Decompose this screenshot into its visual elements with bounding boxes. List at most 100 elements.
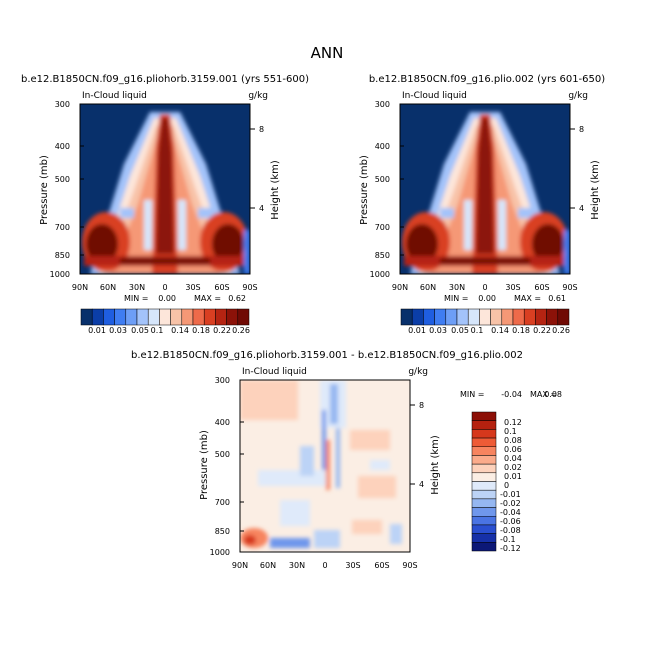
colorbar-swatch [400,308,413,326]
panel-right-y2-ticks: 8 4 [570,125,584,213]
x-tick-label: 60N [260,561,276,570]
colorbar-label: -0.08 [500,526,521,535]
colorbar-swatch [423,308,435,326]
y-tick-label: 300 [55,100,70,109]
panel-diff-variable: In-Cloud liquid [242,367,307,377]
field-shape [498,200,506,250]
colorbar-swatch [471,516,497,526]
colorbar-labels: 0.01 0.03 0.05 0.1 0.14 0.18 0.22 0.26 [88,326,250,335]
panel-left-x-ticks: 90N 60N 30N 0 30S 60S 90S [72,283,258,292]
field-shape [280,500,310,526]
y2-tick-label: 4 [419,480,424,489]
colorbar-label: 0.06 [504,445,522,454]
y-tick-label: 1000 [370,270,390,279]
colorbar-label: 0 [504,481,509,490]
panel-diff-colorbar: 0.12 0.1 0.08 0.06 0.04 0.02 0.01 0 -0.0… [471,411,522,553]
y-tick-label: 500 [55,175,70,184]
colorbar-swatch [471,420,497,430]
panel-left-y2label: Height (km) [270,160,281,220]
colorbar-swatch [471,542,497,552]
field-shape [212,224,244,264]
colorbar-label: 0.22 [213,326,231,335]
colorbar-label: 0.18 [192,326,210,335]
colorbar-swatch [226,308,239,326]
field-shape [330,384,338,424]
colorbar-label: 0.08 [504,436,522,445]
field-shape [518,208,532,218]
max-value: 0.08 [544,390,562,399]
field-shape [564,230,570,274]
field-shape [86,224,118,264]
colorbar-label: 0.05 [451,326,469,335]
y-tick-label: 850 [55,251,70,260]
panel-diff-ylabel: Pressure (mb) [199,430,210,500]
colorbar-swatch [147,308,160,326]
colorbar-swatch [490,308,503,326]
field-shape [120,258,210,264]
colorbar-label: 0.22 [533,326,551,335]
colorbar-swatch [471,489,497,500]
colorbar-swatch [471,437,497,447]
colorbar-swatch [181,308,194,326]
panel-right: b.e12.B1850CN.f09_g16.plio.002 (yrs 601-… [359,74,605,335]
colorbar-swatch [523,308,536,326]
x-tick-label: 60S [214,283,229,292]
colorbar-swatch [471,472,497,482]
y2-tick-label: 8 [419,401,424,410]
field-shape [476,118,494,254]
field-shape [178,200,186,250]
colorbar-swatch [557,308,570,326]
y-tick-label: 500 [375,175,390,184]
field-shape [300,446,314,476]
field-shape [532,224,564,264]
panel-right-field [400,104,570,274]
field-shape [120,208,134,218]
x-tick-label: 0 [162,283,167,292]
panel-right-y-ticks: 300 400 500 700 850 1000 [370,100,404,279]
field-shape [390,524,402,544]
x-tick-label: 30N [289,561,305,570]
colorbar-swatch [471,498,497,508]
colorbar-swatch [471,533,497,543]
panel-right-colorbar: 0.01 0.03 0.05 0.1 0.14 0.18 0.22 0.26 [400,308,570,335]
y2-tick-label: 4 [259,204,264,213]
field-contours [402,112,570,274]
colorbar-swatch [456,308,469,326]
colorbar-label: 0.02 [504,463,522,472]
panel-left-y-ticks: 300 400 500 700 850 1000 [50,100,84,279]
colorbar-swatch [80,308,93,326]
colorbar-label: -0.01 [500,490,521,499]
colorbar-swatch [471,481,497,491]
field-shape [336,428,340,488]
colorbar-swatch [512,308,525,326]
y2-tick-label: 8 [259,125,264,134]
field-shape [240,380,298,420]
x-tick-label: 90N [72,283,88,292]
panel-diff-y-ticks: 300 400 500 700 850 1000 [210,376,244,557]
colorbar-swatch [535,308,547,326]
x-tick-label: 30N [449,283,465,292]
colorbar-swatch [467,308,480,326]
colorbar-label: 0.03 [109,326,127,335]
panel-right-y2label: Height (km) [590,160,601,220]
min-value: 0.00 [158,294,176,303]
max-label: MAX = [514,294,541,303]
max-value: 0.61 [548,294,566,303]
min-label: MIN = [460,390,485,399]
min-value: 0.00 [478,294,496,303]
y-tick-label: 700 [55,223,70,232]
field-shape [326,440,330,490]
colorbar-label: 0.01 [408,326,426,335]
colorbar-label: -0.12 [500,544,521,553]
colorbar-label: 0.01 [504,472,522,481]
colorbar-swatch [471,429,497,439]
colorbar-swatch [471,446,497,456]
field-shape [270,538,310,548]
colorbar-labels: 0.12 0.1 0.08 0.06 0.04 0.02 0.01 0 -0.0… [500,418,522,553]
colorbar-label: 0.18 [512,326,530,335]
panel-diff: b.e12.B1850CN.f09_g16.pliohorb.3159.001 … [131,350,562,570]
panel-right-x-ticks: 90N 60N 30N 0 30S 60S 90S [392,283,578,292]
field-shape [406,224,438,264]
panel-left-colorbar: 0.01 0.03 0.05 0.1 0.14 0.18 0.22 0.26 [80,308,250,335]
